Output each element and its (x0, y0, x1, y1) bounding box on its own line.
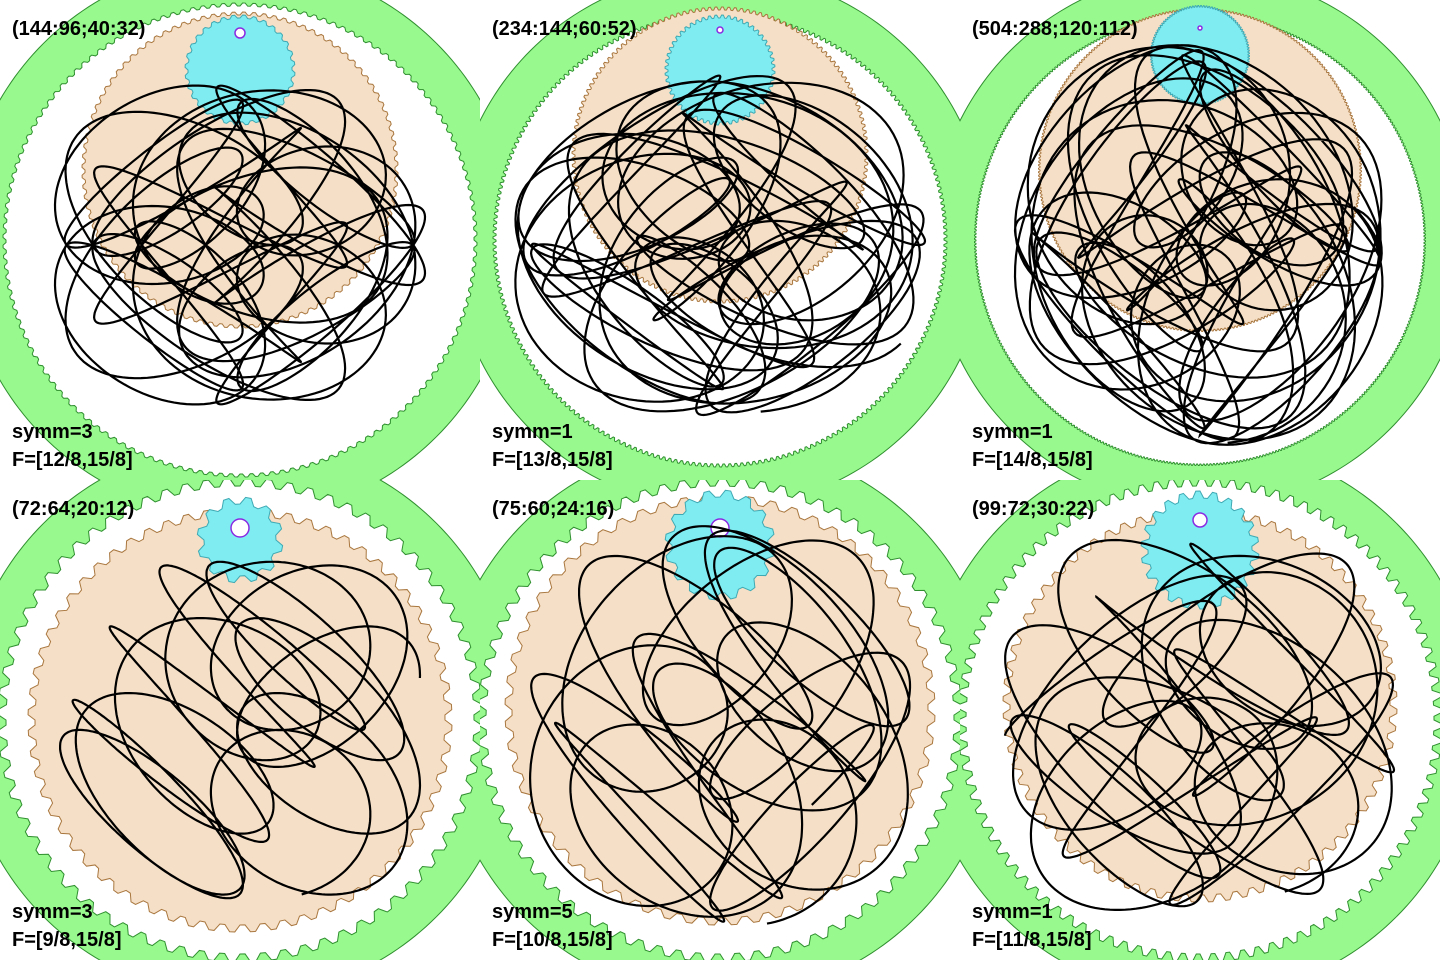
panel-1: (144:96;40:32) symm=3 F=[12/8,15/8] (0, 0, 480, 480)
pen-hole (230, 518, 250, 538)
gear-diagram-5 (480, 480, 960, 960)
outer-ring (480, 480, 960, 960)
trace-curve (528, 525, 912, 925)
symmetry-label: symm=1 (972, 901, 1053, 923)
outer-ring (0, 0, 480, 480)
frequency-label: F=[13/8,15/8] (492, 449, 613, 471)
panel-2: (234:144;60:52) symm=1 F=[13/8,15/8] (480, 0, 960, 480)
panel-title: (99:72;30:22) (972, 498, 1095, 520)
outer-ring (0, 480, 480, 960)
panel-title: (234:144;60:52) (492, 18, 637, 40)
frequency-label: F=[10/8,15/8] (492, 929, 613, 951)
pen-hole (234, 27, 246, 39)
symmetry-label: symm=1 (492, 421, 573, 443)
gear-diagram-6 (960, 480, 1440, 960)
symmetry-label: symm=5 (492, 901, 573, 923)
pen-hole (716, 26, 724, 34)
panel-5: (75:60;24:16) symm=5 F=[10/8,15/8] (480, 480, 960, 960)
trace-curve (59, 560, 422, 900)
pen-hole (1197, 25, 1203, 31)
gear-diagram-2 (480, 0, 960, 480)
frequency-label: F=[9/8,15/8] (12, 929, 122, 951)
outer-ring (960, 0, 1440, 480)
panel-title: (504:288;120:112) (972, 18, 1138, 40)
panel-4: (72:64;20:12) symm=3 F=[9/8,15/8] (0, 480, 480, 960)
panel-3: (504:288;120:112) symm=1 F=[14/8,15/8] (960, 0, 1440, 480)
frequency-label: F=[11/8,15/8] (972, 929, 1092, 951)
symmetry-label: symm=3 (12, 421, 93, 443)
inner-gear (1002, 507, 1398, 903)
gear-diagram-1 (0, 0, 480, 480)
symmetry-label: symm=1 (972, 421, 1053, 443)
outer-ring (960, 480, 1440, 960)
pen-hole (1192, 512, 1208, 528)
panel-title: (72:64;20:12) (12, 498, 135, 520)
trace-curve (1003, 538, 1396, 911)
pinion-gear (196, 496, 284, 584)
trace-curve (1013, 44, 1384, 446)
trace-curve (53, 84, 427, 406)
outer-ring (480, 0, 960, 480)
frequency-label: F=[12/8,15/8] (12, 449, 133, 471)
frequency-label: F=[14/8,15/8] (972, 449, 1093, 471)
symmetry-label: symm=3 (12, 901, 93, 923)
panel-title: (144:96;40:32) (12, 18, 146, 40)
pinion-gear (664, 489, 776, 601)
trace-curve (514, 74, 927, 417)
gear-diagram-3 (960, 0, 1440, 480)
panel-6: (99:72;30:22) symm=1 F=[11/8,15/8] (960, 480, 1440, 960)
panel-title: (75:60;24:16) (492, 498, 615, 520)
gear-diagram-4 (0, 480, 480, 960)
